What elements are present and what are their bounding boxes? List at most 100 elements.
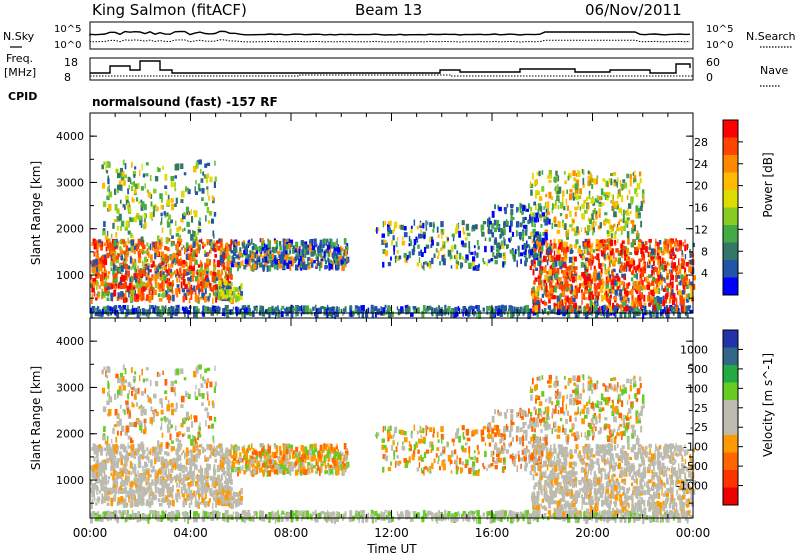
power-echo-cell — [519, 252, 523, 257]
power-echo-cell — [644, 277, 646, 282]
power-echo-cell — [96, 272, 100, 276]
power-echo-cell — [614, 280, 618, 287]
power-echo-cell — [183, 273, 185, 278]
velocity-echo-cell — [213, 464, 216, 468]
power-echo-cell — [676, 284, 678, 291]
power-echo-cell — [101, 295, 104, 300]
power-echo-cell — [579, 188, 582, 195]
velocity-echo-cell — [176, 489, 180, 493]
velocity-echo-cell — [224, 472, 226, 478]
power-echo-cell — [94, 266, 99, 272]
power-echo-cell — [608, 224, 612, 230]
power-echo-cell — [532, 297, 535, 305]
power-echo-cell — [533, 237, 536, 243]
power-echo-cell — [234, 241, 237, 246]
power-echo-cell — [440, 247, 443, 252]
power-echo-cell — [300, 252, 302, 257]
power-echo-cell — [613, 182, 616, 187]
power-echo-cell — [174, 163, 178, 171]
power-echo-cell — [587, 204, 590, 210]
power-echo-cell — [588, 281, 591, 288]
power-echo-cell — [655, 241, 658, 246]
power-echo-cell — [117, 189, 119, 194]
power-echo-cell — [110, 260, 113, 267]
power-echo-cell — [179, 267, 182, 274]
velocity-echo-cell — [126, 490, 130, 498]
power-echo-cell — [257, 254, 259, 260]
power-echo-cell — [229, 297, 233, 303]
power-echo-cell — [559, 242, 562, 247]
velocity-echo-cell — [161, 476, 165, 483]
power-echo-cell — [529, 214, 531, 221]
power-echo-cell — [307, 260, 309, 267]
power-echo-cell — [213, 234, 215, 239]
power-echo-cell — [230, 296, 232, 300]
velocity-echo-cell — [160, 456, 164, 461]
power-echo-cell — [237, 307, 240, 313]
power-echo-cell — [586, 230, 590, 236]
power-echo-cell — [263, 253, 267, 257]
power-echo-cell — [148, 288, 151, 296]
power-echo-cell — [226, 267, 230, 272]
velocity-echo-cell — [119, 487, 123, 495]
power-echo-cell — [632, 260, 636, 266]
power-echo-cell — [443, 229, 445, 233]
power-echo-cell — [553, 302, 556, 308]
velocity-echo-cell — [113, 484, 117, 488]
power-echo-cell — [232, 250, 237, 256]
power-echo-cell — [232, 286, 235, 292]
power-echo-cell — [520, 204, 523, 209]
power-echo-cell — [559, 212, 563, 217]
power-echo-cell — [362, 305, 365, 312]
power-echo-cell — [122, 180, 126, 186]
power-echo-cell — [103, 221, 106, 227]
velocity-echo-cell — [179, 464, 183, 472]
velocity-echo-cell — [178, 483, 181, 488]
power-echo-cell — [116, 225, 119, 231]
power-echo-cell — [176, 284, 180, 288]
power-echo-cell — [267, 265, 272, 272]
power-echo-cell — [171, 255, 173, 262]
power-echo-cell — [532, 212, 536, 219]
power-echo-cell — [674, 254, 677, 259]
power-echo-cell — [304, 253, 307, 259]
power-echo-cell — [472, 225, 475, 229]
power-echo-cell — [224, 305, 228, 312]
power-echo-cell — [147, 273, 150, 279]
velocity-echo-cell — [110, 499, 113, 507]
power-echo-cell — [428, 261, 431, 268]
power-echo-cell — [256, 250, 258, 255]
power-echo-cell — [540, 224, 543, 228]
power-echo-cell — [557, 295, 561, 302]
power-echo-cell — [431, 307, 434, 312]
power-echo-cell — [194, 233, 197, 240]
power-echo-cell — [290, 312, 294, 318]
power-echo-cell — [148, 246, 152, 250]
power-echo-cell — [211, 275, 215, 282]
power-echo-cell — [413, 219, 416, 226]
velocity-echo-cell — [181, 493, 186, 498]
power-echo-cell — [595, 311, 599, 318]
power-echo-cell — [215, 297, 218, 303]
power-echo-cell — [317, 307, 321, 315]
power-echo-cell — [227, 292, 230, 299]
power-echo-cell — [217, 293, 221, 300]
power-echo-cell — [157, 282, 159, 288]
velocity-echo-cell — [184, 452, 187, 458]
power-echo-cell — [638, 171, 642, 177]
power-echo-cell — [244, 311, 248, 316]
power-echo-cell — [329, 259, 333, 263]
power-echo-cell — [606, 306, 608, 310]
power-echo-cell — [674, 240, 677, 247]
power-echo-cell — [176, 277, 179, 283]
power-echo-cell — [445, 308, 449, 312]
power-echo-cell — [222, 251, 225, 256]
power-echo-cell — [268, 307, 272, 314]
power-echo-cell — [633, 175, 637, 181]
velocity-echo-cell — [167, 492, 169, 498]
velocity-echo-cell — [135, 487, 139, 494]
power-echo-cell — [587, 273, 591, 279]
power-echo-cell — [471, 226, 474, 232]
power-echo-cell — [307, 247, 310, 253]
power-echo-cell — [114, 245, 118, 249]
